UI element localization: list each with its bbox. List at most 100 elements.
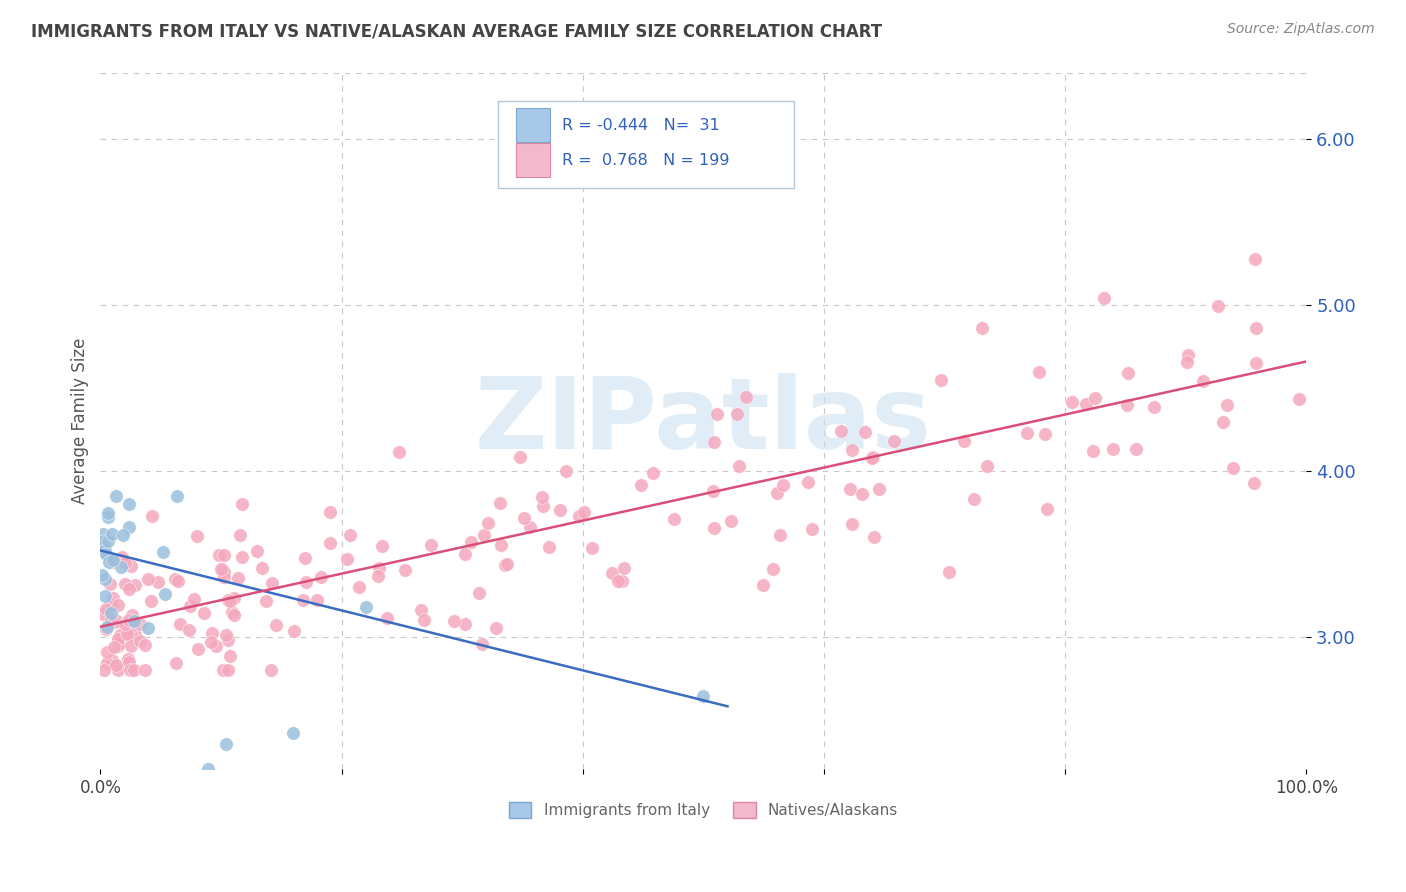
Point <box>229 527 252 541</box>
Point <box>94 572 117 586</box>
Point <box>530 490 553 504</box>
Point <box>93 533 115 548</box>
Point <box>117 652 139 666</box>
Point <box>141 594 163 608</box>
Point <box>110 560 132 574</box>
Point <box>1017 426 1039 441</box>
Point <box>283 624 305 638</box>
Point <box>214 569 236 583</box>
Point <box>394 563 416 577</box>
Point <box>572 505 595 519</box>
Point <box>1074 397 1097 411</box>
Point <box>607 574 630 588</box>
Point <box>212 565 235 579</box>
Point <box>600 566 623 580</box>
Point <box>610 574 633 588</box>
Point <box>494 558 516 573</box>
Point <box>183 591 205 606</box>
Point <box>111 550 134 565</box>
Point <box>94 589 117 603</box>
Point <box>201 625 224 640</box>
Point <box>118 663 141 677</box>
Point <box>219 648 242 663</box>
Point <box>166 489 188 503</box>
Point <box>205 639 228 653</box>
Point <box>1092 291 1115 305</box>
Point <box>96 656 118 670</box>
Point <box>538 540 561 554</box>
Point <box>347 580 370 594</box>
Point <box>728 458 751 473</box>
Point <box>772 477 794 491</box>
Point <box>1116 398 1139 412</box>
Point <box>855 425 877 439</box>
Point <box>97 510 120 524</box>
Point <box>122 614 145 628</box>
Point <box>120 639 142 653</box>
Point <box>197 762 219 776</box>
Point <box>91 527 114 541</box>
Point <box>963 491 986 506</box>
Point <box>1143 400 1166 414</box>
Text: R = -0.444   N=  31: R = -0.444 N= 31 <box>562 118 720 133</box>
Point <box>124 578 146 592</box>
Point <box>976 458 998 473</box>
Point <box>211 563 233 577</box>
Point <box>186 529 208 543</box>
Point <box>97 555 120 569</box>
Text: R =  0.768   N = 199: R = 0.768 N = 199 <box>562 153 730 168</box>
Point <box>124 663 146 677</box>
Point <box>720 514 742 528</box>
Point <box>115 627 138 641</box>
Point <box>112 528 135 542</box>
Point <box>118 655 141 669</box>
Point <box>118 623 141 637</box>
Point <box>114 616 136 631</box>
Point <box>1222 461 1244 475</box>
Point <box>863 530 886 544</box>
Point <box>118 520 141 534</box>
Point <box>136 572 159 586</box>
Point <box>96 547 118 561</box>
Point <box>453 547 475 561</box>
Point <box>1288 392 1310 406</box>
Point <box>354 600 377 615</box>
Point <box>134 663 156 677</box>
Point <box>309 570 332 584</box>
Point <box>692 689 714 703</box>
Point <box>1244 320 1267 334</box>
Point <box>862 450 884 464</box>
Point <box>105 614 128 628</box>
Point <box>100 614 122 628</box>
Point <box>169 616 191 631</box>
Text: Source: ZipAtlas.com: Source: ZipAtlas.com <box>1227 22 1375 37</box>
Point <box>294 551 316 566</box>
Legend: Immigrants from Italy, Natives/Alaskans: Immigrants from Italy, Natives/Alaskans <box>502 797 904 824</box>
Point <box>101 527 124 541</box>
Point <box>215 628 238 642</box>
Point <box>471 637 494 651</box>
Point <box>107 632 129 647</box>
Point <box>641 467 664 481</box>
Point <box>1192 374 1215 388</box>
Point <box>443 614 465 628</box>
Point <box>177 623 200 637</box>
Point <box>371 539 394 553</box>
Point <box>179 599 201 613</box>
Point <box>165 572 187 586</box>
Point <box>841 516 863 531</box>
Point <box>1033 427 1056 442</box>
Point <box>1084 391 1107 405</box>
Point <box>453 617 475 632</box>
Point <box>118 497 141 511</box>
Point <box>96 645 118 659</box>
Point <box>762 562 785 576</box>
Point <box>212 663 235 677</box>
Point <box>217 593 239 607</box>
Point <box>319 505 342 519</box>
Point <box>550 503 572 517</box>
Bar <box>516 144 550 177</box>
Point <box>100 606 122 620</box>
Point <box>1243 475 1265 490</box>
Point <box>217 632 239 647</box>
